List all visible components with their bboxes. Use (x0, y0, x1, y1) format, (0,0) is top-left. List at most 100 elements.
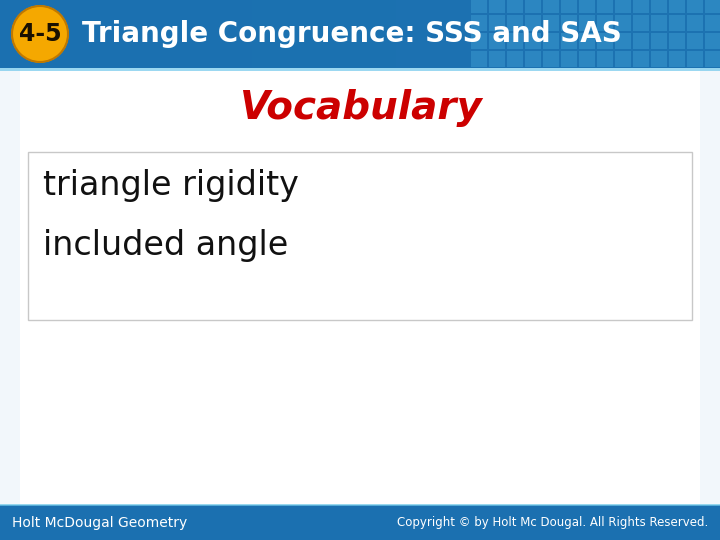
Bar (525, 15, 541, 31)
Text: Holt McDougal Geometry: Holt McDougal Geometry (12, 516, 187, 530)
Bar (507, 51, 523, 67)
Circle shape (12, 6, 68, 62)
Bar (561, 33, 577, 49)
Bar (216, 0, 234, 68)
Bar (471, 15, 487, 31)
Bar (669, 0, 685, 13)
Bar (0, 0, 18, 68)
Bar (705, 33, 720, 49)
Bar (597, 15, 613, 31)
Bar (504, 0, 522, 68)
Bar (162, 0, 180, 68)
Bar (561, 51, 577, 67)
Bar (579, 0, 595, 13)
Bar (594, 0, 612, 68)
FancyBboxPatch shape (28, 152, 692, 320)
Text: Vocabulary: Vocabulary (238, 89, 482, 127)
Bar (687, 15, 703, 31)
Bar (342, 0, 360, 68)
Bar (669, 15, 685, 31)
Bar (612, 0, 630, 68)
Bar (651, 0, 667, 13)
Bar (396, 0, 414, 68)
Bar (576, 0, 594, 68)
Bar (543, 51, 559, 67)
Bar (633, 33, 649, 49)
Bar (522, 0, 540, 68)
Bar (0, 68, 720, 71)
Bar (700, 68, 720, 505)
Text: Copyright © by Holt Mc Dougal. All Rights Reserved.: Copyright © by Holt Mc Dougal. All Right… (397, 516, 708, 529)
Bar (543, 33, 559, 49)
Bar (126, 0, 144, 68)
Bar (18, 0, 36, 68)
Bar (36, 0, 54, 68)
Bar (597, 0, 613, 13)
Bar (360, 0, 378, 68)
Bar (489, 33, 505, 49)
Bar (252, 0, 270, 68)
Bar (561, 0, 577, 13)
Text: 4-5: 4-5 (19, 22, 61, 46)
Bar (198, 0, 216, 68)
Bar (468, 0, 486, 68)
Bar (651, 51, 667, 67)
Bar (705, 0, 720, 13)
Bar (489, 51, 505, 67)
Bar (651, 15, 667, 31)
Bar (543, 0, 559, 13)
Bar (450, 0, 468, 68)
Bar (471, 33, 487, 49)
Bar (489, 15, 505, 31)
Bar (0, 504, 720, 506)
Bar (288, 0, 306, 68)
Bar (0, 68, 720, 505)
Bar (561, 15, 577, 31)
Bar (669, 33, 685, 49)
Bar (270, 0, 288, 68)
Bar (558, 0, 576, 68)
Bar (597, 33, 613, 49)
Bar (705, 51, 720, 67)
Bar (471, 0, 487, 13)
Bar (702, 0, 720, 68)
Bar (633, 51, 649, 67)
Text: triangle rigidity: triangle rigidity (43, 168, 299, 201)
Bar (525, 51, 541, 67)
Bar (579, 51, 595, 67)
Text: included angle: included angle (43, 228, 288, 261)
Bar (687, 51, 703, 67)
Bar (324, 0, 342, 68)
Bar (507, 0, 523, 13)
Bar (633, 0, 649, 13)
Bar (108, 0, 126, 68)
Bar (684, 0, 702, 68)
Bar (414, 0, 432, 68)
Bar (90, 0, 108, 68)
Bar (507, 15, 523, 31)
Bar (471, 51, 487, 67)
Bar (648, 0, 666, 68)
Bar (597, 51, 613, 67)
Bar (0, 505, 720, 540)
Bar (579, 33, 595, 49)
Bar (525, 33, 541, 49)
Bar (0, 0, 720, 68)
Text: Triangle Congruence: SSS and SAS: Triangle Congruence: SSS and SAS (82, 20, 622, 48)
Bar (651, 33, 667, 49)
Bar (705, 15, 720, 31)
Bar (54, 0, 72, 68)
Bar (432, 0, 450, 68)
Bar (633, 15, 649, 31)
Bar (507, 33, 523, 49)
Bar (687, 0, 703, 13)
Bar (378, 0, 396, 68)
Bar (615, 0, 631, 13)
Bar (615, 51, 631, 67)
Bar (306, 0, 324, 68)
Bar (630, 0, 648, 68)
Bar (525, 0, 541, 13)
Bar (540, 0, 558, 68)
Bar (687, 33, 703, 49)
Bar (666, 0, 684, 68)
